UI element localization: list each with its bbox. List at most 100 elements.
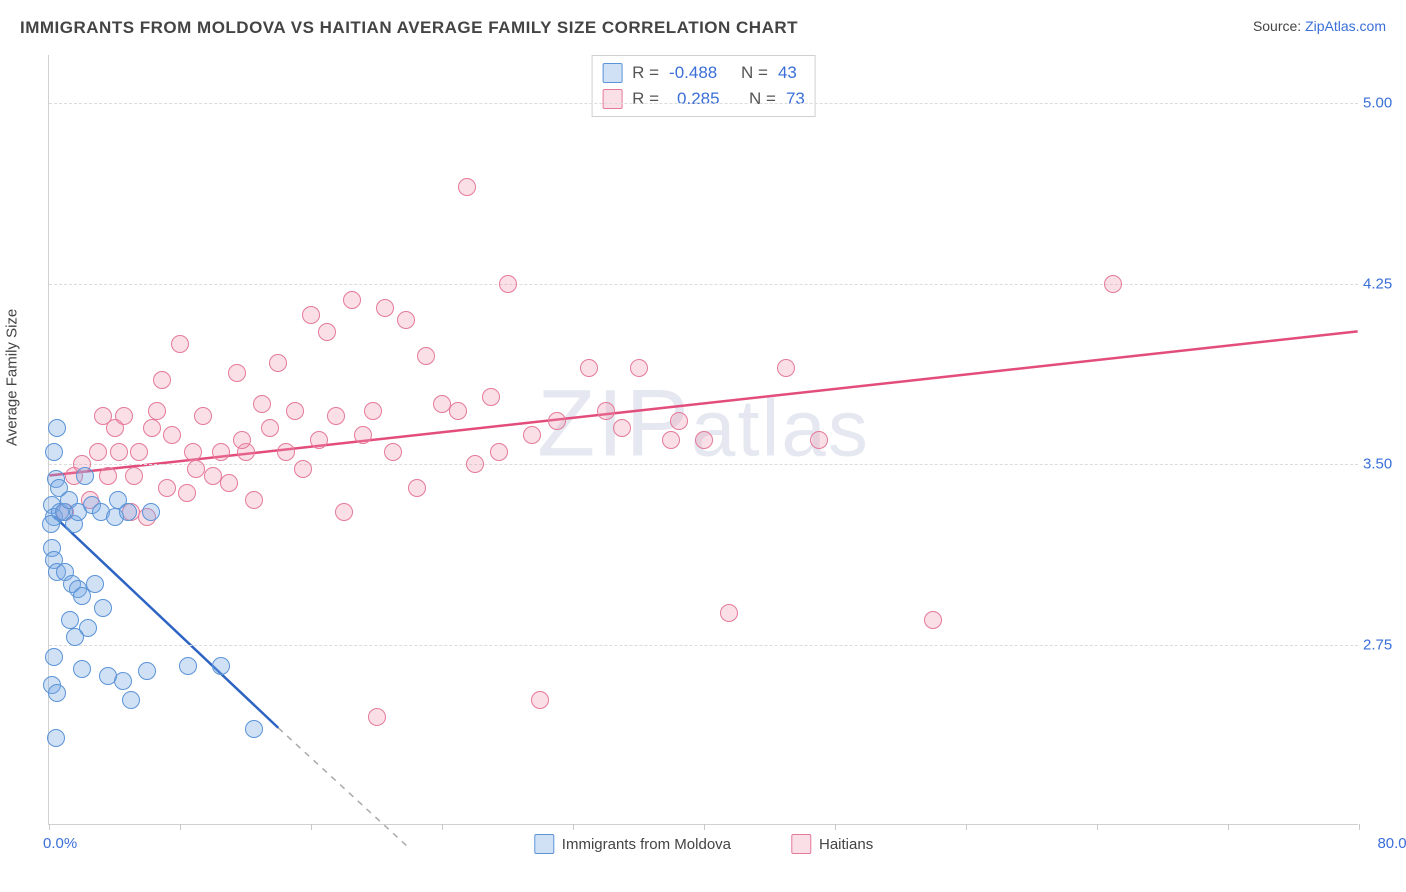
scatter-point-moldova [245, 720, 263, 738]
scatter-point-haitians [670, 412, 688, 430]
source-link[interactable]: ZipAtlas.com [1305, 18, 1386, 34]
series-legend: Immigrants from Moldova Haitians [534, 834, 873, 854]
y-axis-label: Average Family Size [4, 309, 21, 446]
scatter-point-haitians [125, 467, 143, 485]
scatter-point-haitians [523, 426, 541, 444]
scatter-point-haitians [187, 460, 205, 478]
scatter-point-haitians [548, 412, 566, 430]
scatter-point-haitians [417, 347, 435, 365]
scatter-point-haitians [597, 402, 615, 420]
scatter-point-moldova [76, 467, 94, 485]
scatter-point-moldova [45, 648, 63, 666]
scatter-point-moldova [66, 628, 84, 646]
scatter-point-haitians [277, 443, 295, 461]
corr-R-label: R = [632, 86, 659, 112]
scatter-point-moldova [45, 443, 63, 461]
correlation-legend: R = -0.488 N = 43 R = 0.285 N = 73 [591, 55, 816, 117]
x-tick [573, 824, 574, 830]
scatter-point-haitians [408, 479, 426, 497]
scatter-point-moldova [61, 611, 79, 629]
scatter-point-haitians [433, 395, 451, 413]
scatter-point-moldova [48, 419, 66, 437]
scatter-point-haitians [490, 443, 508, 461]
scatter-point-haitians [194, 407, 212, 425]
scatter-point-moldova [86, 575, 104, 593]
scatter-point-haitians [294, 460, 312, 478]
corr-N-value-moldova: 43 [778, 60, 797, 86]
x-tick [966, 824, 967, 830]
scatter-point-haitians [397, 311, 415, 329]
chart-title: IMMIGRANTS FROM MOLDOVA VS HAITIAN AVERA… [20, 18, 798, 38]
corr-R-label: R = [632, 60, 659, 86]
scatter-point-haitians [286, 402, 304, 420]
scatter-point-haitians [343, 291, 361, 309]
x-tick [704, 824, 705, 830]
scatter-point-haitians [89, 443, 107, 461]
scatter-point-haitians [204, 467, 222, 485]
y-tick-label: 2.75 [1363, 636, 1406, 653]
scatter-point-haitians [245, 491, 263, 509]
corr-R-value-moldova: -0.488 [669, 60, 731, 86]
corr-R-value-haitians: 0.285 [669, 86, 739, 112]
source-prefix: Source: [1253, 18, 1305, 34]
scatter-point-haitians [163, 426, 181, 444]
swatch-haitians-icon [602, 89, 622, 109]
scatter-point-haitians [466, 455, 484, 473]
x-tick [442, 824, 443, 830]
scatter-point-moldova [48, 684, 66, 702]
swatch-moldova-icon [602, 63, 622, 83]
scatter-point-moldova [47, 729, 65, 747]
scatter-point-haitians [158, 479, 176, 497]
x-axis-max-label: 80.0% [1377, 835, 1406, 852]
scatter-point-haitians [376, 299, 394, 317]
scatter-point-haitians [220, 474, 238, 492]
scatter-point-haitians [212, 443, 230, 461]
scatter-point-haitians [261, 419, 279, 437]
swatch-moldova-icon [534, 834, 554, 854]
correlation-row-moldova: R = -0.488 N = 43 [602, 60, 805, 86]
scatter-point-haitians [695, 431, 713, 449]
x-axis-min-label: 0.0% [43, 835, 77, 852]
scatter-point-haitians [228, 364, 246, 382]
legend-label-moldova: Immigrants from Moldova [562, 836, 731, 853]
gridline [49, 284, 1358, 285]
legend-label-haitians: Haitians [819, 836, 873, 853]
x-tick [1097, 824, 1098, 830]
trend-line [278, 728, 409, 848]
scatter-point-haitians [810, 431, 828, 449]
scatter-point-haitians [335, 503, 353, 521]
scatter-point-haitians [531, 691, 549, 709]
scatter-point-haitians [130, 443, 148, 461]
source-attribution: Source: ZipAtlas.com [1253, 18, 1386, 34]
scatter-point-haitians [613, 419, 631, 437]
x-tick [1228, 824, 1229, 830]
scatter-point-haitians [253, 395, 271, 413]
scatter-point-haitians [318, 323, 336, 341]
scatter-point-haitians [171, 335, 189, 353]
scatter-point-moldova [119, 503, 137, 521]
corr-N-label: N = [749, 86, 776, 112]
swatch-haitians-icon [791, 834, 811, 854]
scatter-point-haitians [115, 407, 133, 425]
y-tick-label: 3.50 [1363, 456, 1406, 473]
scatter-plot-area: ZIPatlas R = -0.488 N = 43 R = 0.285 N =… [48, 55, 1358, 825]
scatter-point-haitians [153, 371, 171, 389]
scatter-point-haitians [777, 359, 795, 377]
scatter-point-haitians [148, 402, 166, 420]
legend-item-moldova: Immigrants from Moldova [534, 834, 731, 854]
legend-item-haitians: Haitians [791, 834, 873, 854]
scatter-point-haitians [178, 484, 196, 502]
scatter-point-haitians [364, 402, 382, 420]
scatter-point-haitians [143, 419, 161, 437]
scatter-point-moldova [179, 657, 197, 675]
scatter-point-haitians [449, 402, 467, 420]
gridline [49, 103, 1358, 104]
scatter-point-haitians [233, 431, 251, 449]
scatter-point-haitians [354, 426, 372, 444]
scatter-point-haitians [368, 708, 386, 726]
corr-N-label: N = [741, 60, 768, 86]
scatter-point-moldova [99, 667, 117, 685]
y-tick-label: 4.25 [1363, 275, 1406, 292]
scatter-point-haitians [110, 443, 128, 461]
scatter-point-haitians [327, 407, 345, 425]
